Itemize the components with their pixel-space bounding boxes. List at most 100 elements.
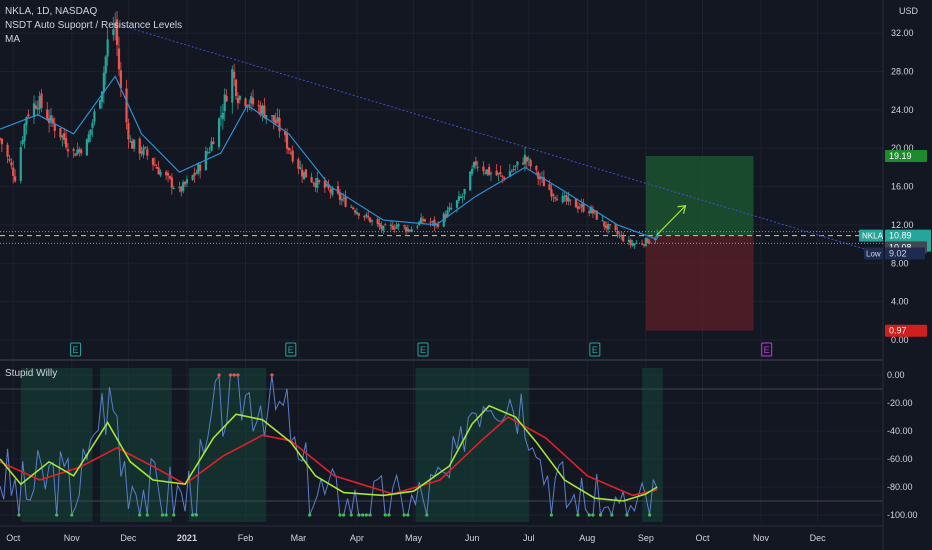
candle-body (567, 197, 570, 202)
overbought-dot (270, 373, 274, 377)
candle-body (344, 196, 347, 207)
candle-body (352, 207, 355, 210)
candle-body (423, 219, 426, 222)
candle-body (389, 224, 393, 227)
candle-body (580, 204, 583, 207)
symbol-title[interactable]: NKLA, 1D, NASDAQ (5, 6, 98, 17)
price-tick-label: 24.00 (891, 105, 914, 115)
oscillator-title[interactable]: Stupid Willy (5, 368, 58, 379)
time-tick-label: Nov (753, 533, 770, 543)
candle-body (365, 214, 368, 216)
candle-body (46, 109, 49, 120)
earnings-label: E (73, 345, 79, 355)
candle-body (195, 172, 198, 174)
candle-body (614, 224, 617, 231)
candle-body (131, 141, 134, 149)
candle-body (299, 167, 302, 170)
candle-body (289, 152, 292, 154)
candlesticks (0, 10, 659, 249)
candle-body (329, 189, 332, 193)
oversold-dot (383, 513, 387, 517)
candle-body (450, 207, 453, 209)
long-position-zone[interactable] (645, 156, 754, 331)
candle-body (499, 172, 502, 175)
candle-body (521, 162, 525, 165)
candle-body (514, 165, 517, 167)
candle-body (336, 186, 340, 194)
candle-body (461, 196, 464, 198)
candle-body (0, 138, 2, 140)
currency-label[interactable]: USD (898, 6, 918, 16)
candle-body (355, 212, 359, 214)
oversold-dot (342, 513, 346, 517)
candle-body (233, 71, 236, 78)
candle-body (395, 225, 398, 229)
candle-body (640, 243, 644, 245)
indicator-ma[interactable]: MA (5, 34, 20, 45)
candle-body (49, 115, 53, 121)
osc-tick-label: -20.00 (887, 398, 913, 408)
candle-body (535, 166, 538, 170)
grid (0, 0, 884, 550)
drawings[interactable] (656, 205, 687, 235)
osc-tick-label: -80.00 (887, 482, 913, 492)
candle-body (421, 218, 425, 221)
candle-body (212, 141, 215, 145)
candle-body (170, 177, 173, 188)
candle-body (14, 176, 17, 182)
candle-body (316, 178, 319, 188)
candle-body (78, 149, 81, 153)
price-tick-label: 4.00 (891, 297, 909, 307)
last-price-badge: 10.89 (889, 231, 912, 241)
candle-body (53, 124, 56, 131)
low-badge: 9.02 (889, 249, 907, 259)
candle-body (408, 229, 411, 232)
price-tick-label: 16.00 (891, 182, 914, 192)
candle-body (325, 184, 328, 186)
candle-body (19, 146, 22, 182)
indicator-sr-levels[interactable]: NSDT Auto Supoprt / Resistance Levels (5, 20, 183, 31)
oversold-dot (349, 513, 353, 517)
candle-body (8, 158, 11, 161)
candle-body (59, 128, 62, 138)
candle-body (608, 224, 612, 226)
candle-body (217, 118, 221, 147)
moving-average-line (0, 75, 658, 240)
candle-body (219, 115, 223, 118)
candle-body (601, 220, 604, 222)
candle-body (457, 196, 460, 201)
candle-body (446, 210, 449, 217)
candle-body (463, 188, 466, 195)
target-badge-bg (885, 150, 927, 163)
candle-body (166, 173, 170, 176)
candle-body (327, 184, 330, 189)
candle-body (363, 215, 366, 218)
oversold-dot (338, 513, 342, 517)
oversold-dot (160, 513, 165, 517)
candle-body (646, 238, 649, 243)
candle-body (644, 237, 647, 247)
candle-body (576, 206, 579, 209)
candle-body (444, 214, 447, 218)
moving-average (0, 75, 658, 240)
candle-body (127, 123, 130, 140)
candle-body (291, 150, 294, 162)
candle-body (406, 228, 409, 232)
candle-body (34, 105, 37, 109)
oversold-dot (591, 513, 595, 517)
candle-body (472, 161, 476, 168)
candle-body (172, 188, 175, 190)
oversold-dot (17, 513, 21, 517)
candle-body (631, 243, 634, 246)
candle-body (476, 166, 479, 168)
candle-body (285, 133, 289, 149)
candle-body (471, 168, 474, 174)
candle-body (538, 177, 542, 180)
candle-body (183, 181, 187, 185)
candle-body (635, 242, 638, 244)
candle-body (642, 244, 646, 246)
candle-body (76, 149, 79, 155)
time-tick-label: Nov (64, 533, 81, 543)
